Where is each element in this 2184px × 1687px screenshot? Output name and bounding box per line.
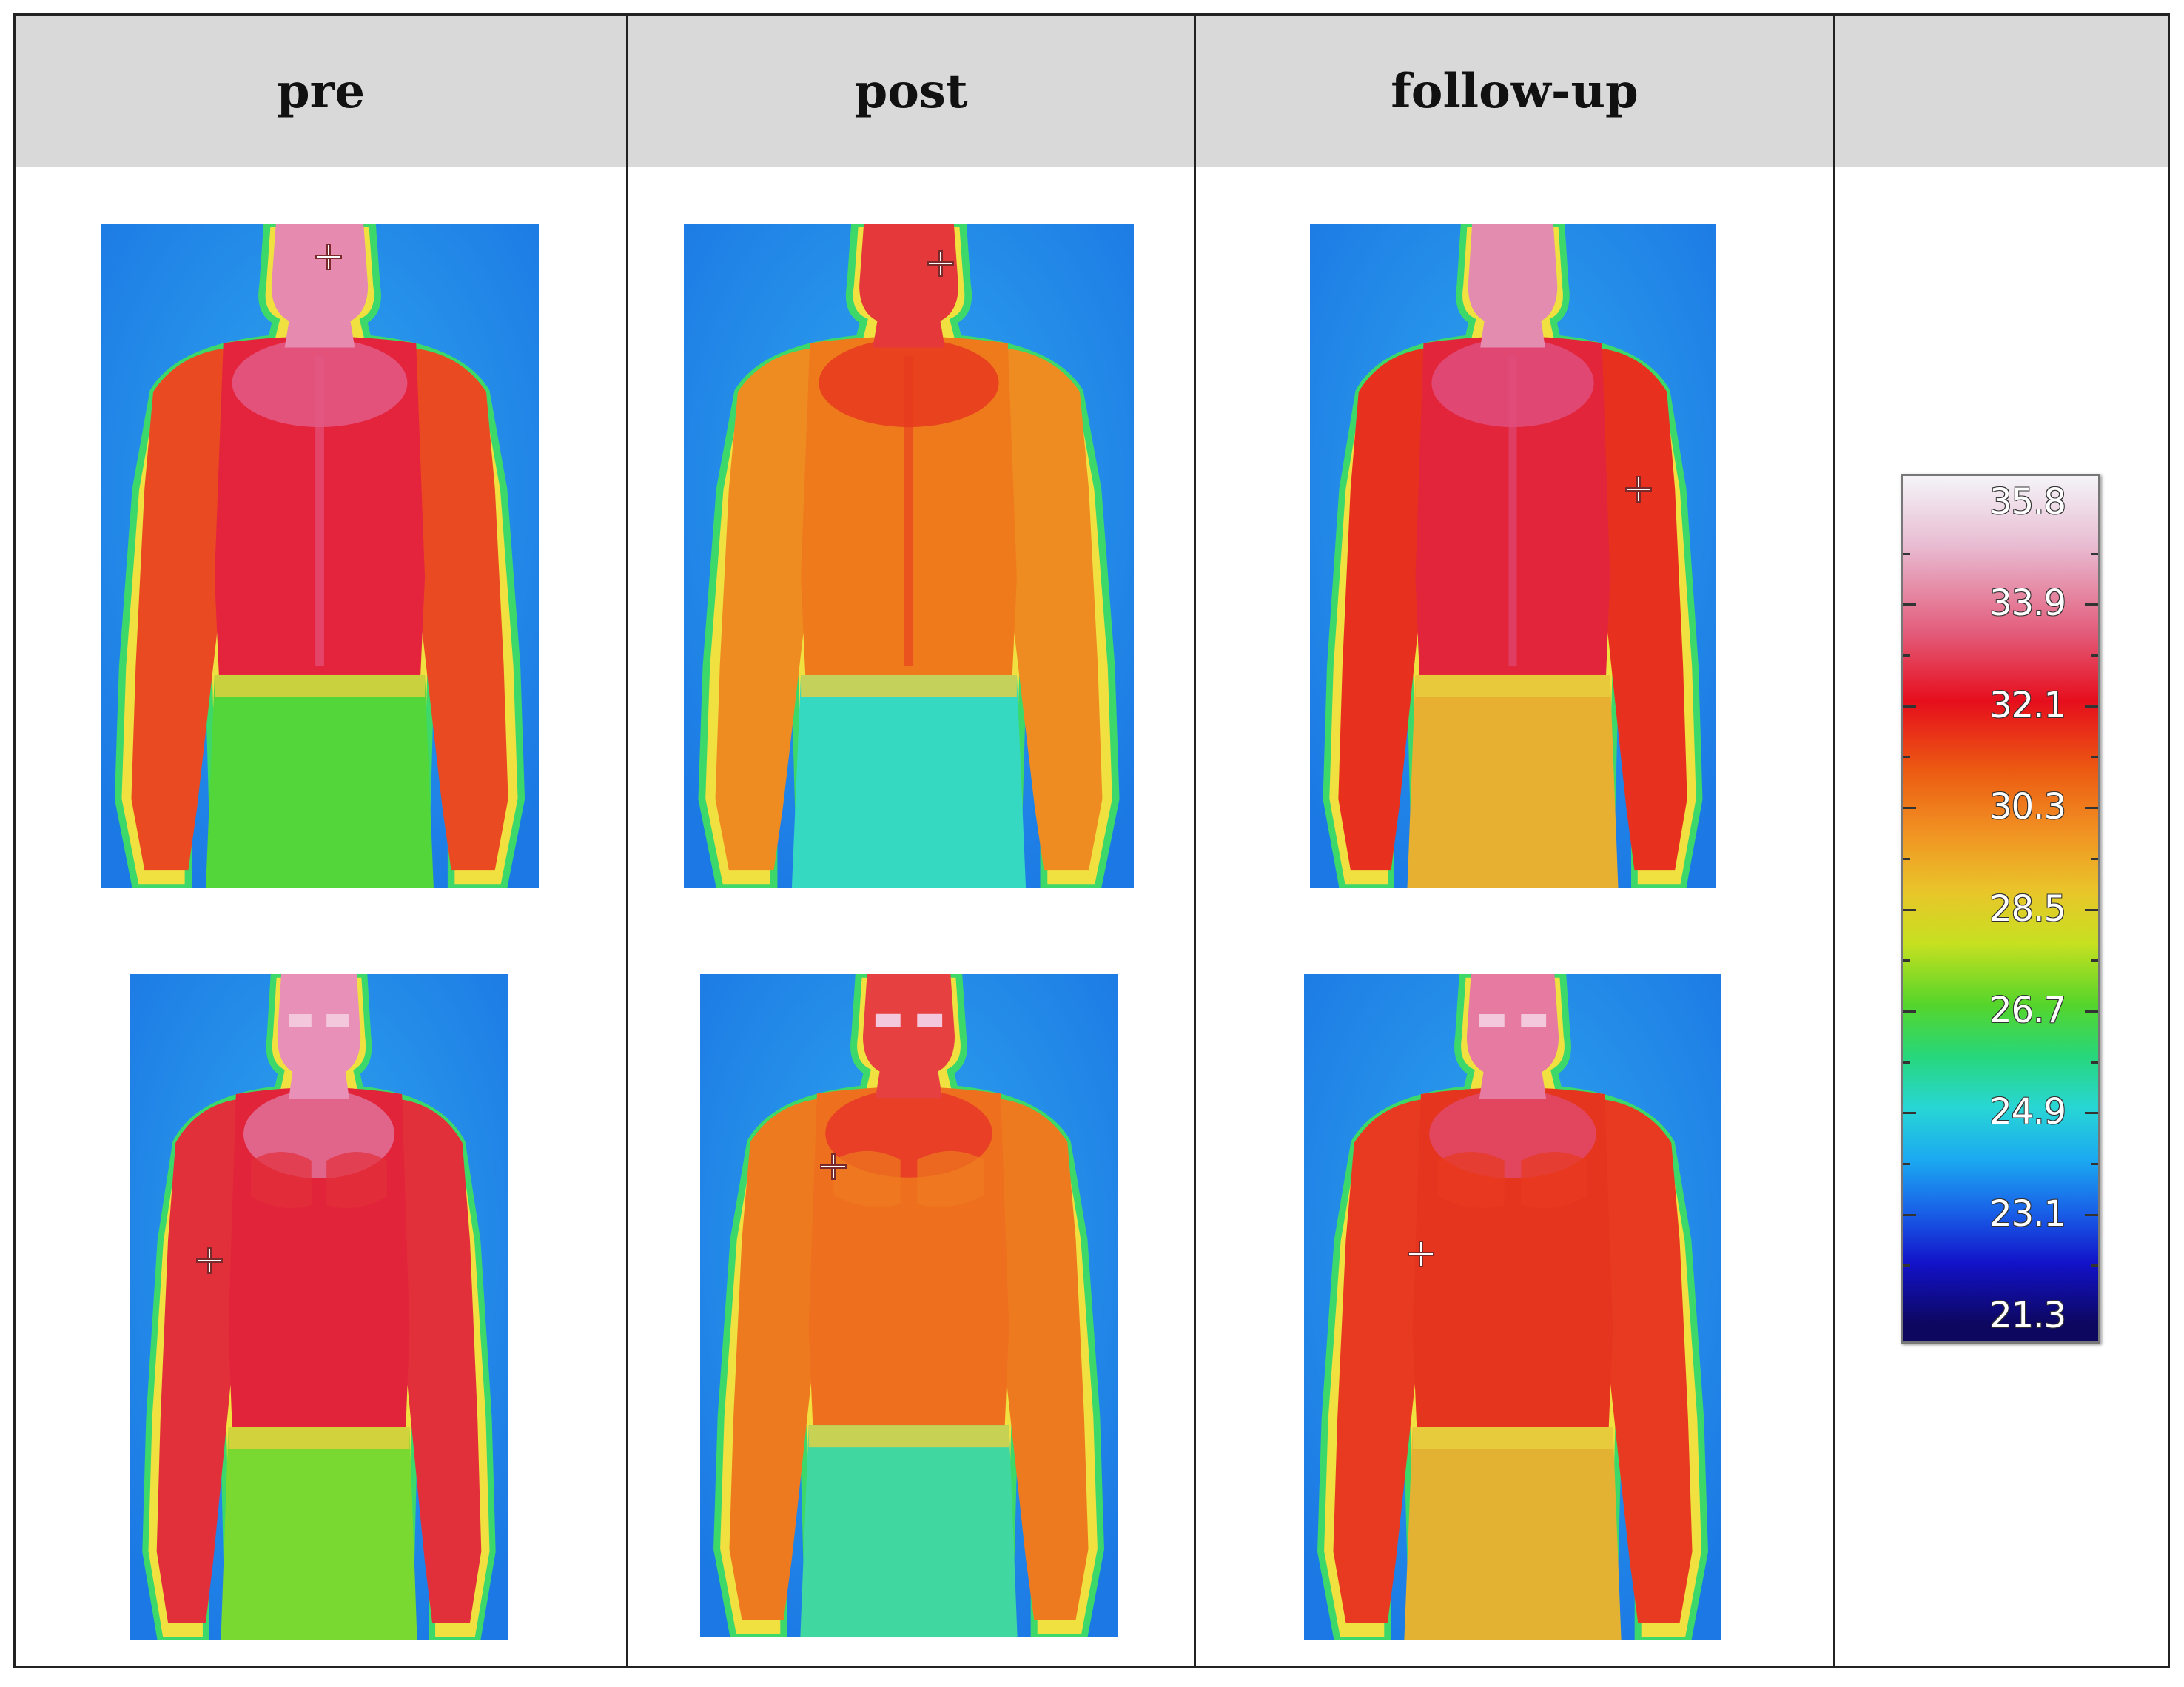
- colorbar-minor-tick: [1903, 552, 1910, 555]
- column-pre: pre: [16, 16, 626, 1666]
- colorbar-minor-tick: [2091, 1162, 2098, 1165]
- measurement-crosshair-icon: [820, 1153, 847, 1180]
- colorbar-minor-tick: [2091, 1264, 2098, 1267]
- colorbar-minor-tick: [2091, 654, 2098, 657]
- shorts: [791, 674, 1027, 888]
- colorbar-minor-tick: [1903, 1264, 1910, 1267]
- thermogram-pre-back: [101, 224, 539, 888]
- head-front: [862, 974, 955, 1099]
- spine-line: [1508, 356, 1517, 666]
- head-front: [1466, 974, 1559, 1099]
- colorbar-tick: [2085, 1112, 2098, 1115]
- colorbar-tick: [2085, 705, 2098, 708]
- colorbar-minor-tick: [1903, 1061, 1910, 1064]
- colorbar-label: 33.9: [1989, 583, 2066, 625]
- measurement-crosshair-icon: [1624, 475, 1652, 503]
- colorbar-label: 30.3: [1989, 786, 2066, 828]
- colorbar-minor-tick: [2091, 1061, 2098, 1064]
- head-front: [277, 974, 361, 1099]
- colorbar-label: 32.1: [1989, 684, 2066, 726]
- temperature-colorbar: 35.8 33.9 32.1 30.3 28.5 26.7 24.9 23.1 21.3: [1901, 474, 2100, 1344]
- waistband: [1412, 1427, 1613, 1449]
- measurement-crosshair-icon: [927, 249, 954, 277]
- thermogram-follow-up-front: [1304, 974, 1721, 1640]
- spine-line: [315, 356, 324, 666]
- colorbar-label: 26.7: [1989, 989, 2066, 1031]
- waistband: [228, 1427, 410, 1449]
- waistband: [214, 674, 426, 697]
- colorbar-tick: [1903, 603, 1916, 606]
- header-pre: pre: [16, 16, 626, 167]
- colorbar-minor-tick: [2091, 552, 2098, 555]
- colorbar-label: 21.3: [1989, 1294, 2066, 1336]
- column-scale: [1833, 16, 2168, 1666]
- thermogram-post-back: [684, 224, 1134, 888]
- header-post: post: [628, 16, 1194, 167]
- pectoral-region: [251, 1152, 387, 1208]
- colorbar-minor-tick: [1903, 756, 1910, 759]
- colorbar-minor-tick: [2091, 857, 2098, 860]
- colorbar-tick: [1903, 705, 1916, 708]
- colorbar-minor-tick: [2091, 959, 2098, 962]
- shorts: [800, 1425, 1018, 1637]
- colorbar-tick: [2085, 1010, 2098, 1013]
- thermogram-svg: [1310, 224, 1716, 888]
- column-post: post: [626, 16, 1194, 1666]
- eye-region: [875, 1013, 943, 1027]
- colorbar-label: 23.1: [1989, 1193, 2066, 1235]
- colorbar-tick: [2085, 1213, 2098, 1216]
- colorbar-tick: [1903, 807, 1916, 810]
- measurement-crosshair-icon: [1407, 1241, 1434, 1267]
- spine-line: [904, 356, 914, 666]
- colorbar-minor-tick: [2091, 756, 2098, 759]
- thermogram-svg: [684, 224, 1134, 888]
- colorbar-tick: [1903, 908, 1916, 911]
- thermogram-svg: [1304, 974, 1721, 1640]
- thermogram-pre-front: [130, 974, 508, 1640]
- colorbar-tick: [1903, 1010, 1916, 1013]
- column-follow-up: follow-up: [1194, 16, 1833, 1666]
- shorts: [221, 1427, 417, 1640]
- thermogram-svg: [130, 974, 508, 1640]
- thermogram-svg: [101, 224, 539, 888]
- shorts: [1404, 1427, 1622, 1640]
- eye-region: [1479, 1014, 1547, 1027]
- waistband: [1415, 674, 1610, 697]
- measurement-crosshair-icon: [196, 1247, 224, 1274]
- colorbar-minor-tick: [1903, 959, 1910, 962]
- colorbar-tick: [2085, 807, 2098, 810]
- shorts: [206, 674, 434, 888]
- colorbar-gradient: [1903, 476, 2098, 1341]
- shorts: [1407, 674, 1619, 888]
- waistband: [808, 1425, 1009, 1448]
- colorbar-tick: [2085, 603, 2098, 606]
- waistband: [801, 674, 1017, 697]
- colorbar-minor-tick: [1903, 1162, 1910, 1165]
- head-back: [271, 224, 369, 348]
- header-scale: [1835, 16, 2168, 167]
- thermogram-follow-up-back: [1310, 224, 1716, 888]
- eye-region: [289, 1014, 349, 1027]
- colorbar-tick: [1903, 1112, 1916, 1115]
- header-follow-up: follow-up: [1196, 16, 1833, 167]
- colorbar-label: 28.5: [1989, 888, 2066, 930]
- pectoral-region: [833, 1150, 984, 1207]
- pectoral-region: [1437, 1152, 1588, 1208]
- colorbar-tick: [2085, 908, 2098, 911]
- colorbar-tick: [1903, 1213, 1916, 1216]
- colorbar-label: 35.8: [1989, 481, 2066, 523]
- colorbar-minor-tick: [1903, 857, 1910, 860]
- thermogram-post-front: [700, 974, 1118, 1637]
- colorbar-minor-tick: [1903, 654, 1910, 657]
- colorbar-label: 24.9: [1989, 1091, 2066, 1133]
- head-back: [1468, 224, 1558, 348]
- measurement-crosshair-icon: [315, 243, 342, 270]
- head-back: [859, 224, 958, 348]
- thermogram-svg: [700, 974, 1118, 1637]
